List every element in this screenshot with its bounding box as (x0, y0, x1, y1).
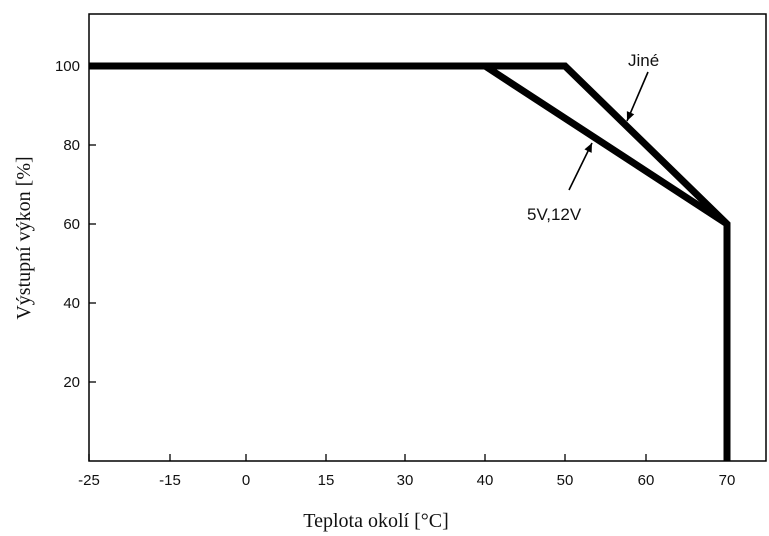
annotation-layer: Jiné 5V,12V (527, 51, 659, 224)
y-tick-label: 20 (63, 374, 80, 391)
series-line-jin- (89, 62, 731, 461)
x-tick-label: -25 (78, 472, 100, 489)
x-tick-label: 0 (242, 472, 250, 489)
y-tick-label: 40 (63, 295, 80, 312)
y-tick-label: 80 (63, 137, 80, 154)
annotation-jine-arrowhead (626, 111, 635, 121)
x-tick-label: 15 (318, 472, 335, 489)
x-tick-label: 30 (397, 472, 414, 489)
x-tick-label: 70 (719, 472, 736, 489)
y-axis-label: Výstupní výkon [%] (13, 156, 35, 319)
y-axis-ticks: 20 40 60 80 100 (55, 58, 96, 391)
annotation-5v12v-arrowhead (584, 143, 592, 153)
series-layer (89, 62, 731, 461)
annotation-5v12v-label: 5V,12V (527, 205, 582, 224)
x-tick-label: 40 (477, 472, 494, 489)
x-tick-label: 60 (638, 472, 655, 489)
plot-frame (88, 13, 767, 462)
series-line-5v-12v (483, 63, 729, 227)
y-tick-label: 60 (63, 216, 80, 233)
x-tick-label: -15 (159, 472, 181, 489)
annotation-jine-label: Jiné (628, 51, 659, 70)
x-axis-ticks: -25 -15 0 15 30 40 50 60 70 (78, 454, 735, 489)
y-tick-label: 100 (55, 58, 80, 75)
x-axis-label: Teplota okolí [°C] (303, 510, 448, 532)
x-tick-label: 50 (557, 472, 574, 489)
